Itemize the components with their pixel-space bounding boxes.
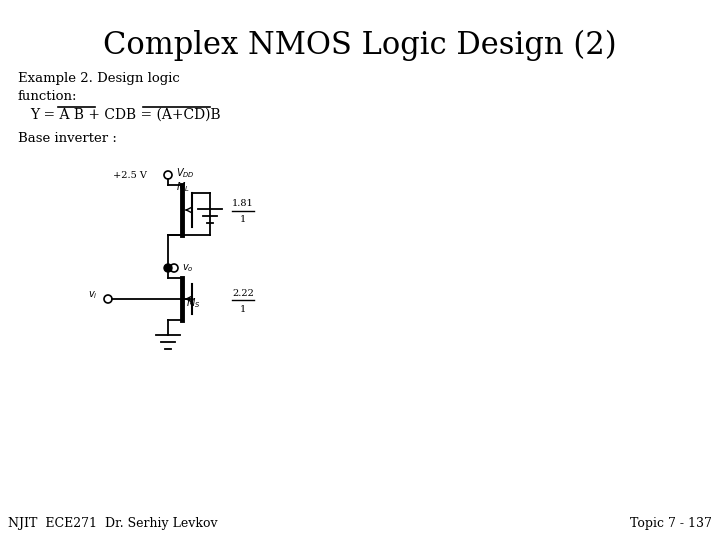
Text: Topic 7 - 137: Topic 7 - 137	[630, 517, 712, 530]
Text: 2.22: 2.22	[232, 288, 254, 298]
Circle shape	[164, 264, 172, 272]
Text: +2.5 V: +2.5 V	[113, 171, 147, 179]
Text: 1.81: 1.81	[232, 199, 253, 208]
Text: $V_{DD}$: $V_{DD}$	[176, 166, 195, 180]
Text: Complex NMOS Logic Design (2): Complex NMOS Logic Design (2)	[103, 30, 617, 61]
Text: $M_S$: $M_S$	[186, 296, 200, 310]
Text: NJIT  ECE271  Dr. Serhiy Levkov: NJIT ECE271 Dr. Serhiy Levkov	[8, 517, 217, 530]
Text: 1: 1	[240, 305, 246, 314]
Text: $v_i$: $v_i$	[89, 289, 98, 301]
Text: Base inverter :: Base inverter :	[18, 132, 117, 145]
Text: $v_o$: $v_o$	[182, 262, 194, 274]
Text: 1: 1	[240, 215, 246, 225]
Text: function:: function:	[18, 90, 78, 103]
Text: Y = A B + CDB = (A+CD)B: Y = A B + CDB = (A+CD)B	[30, 108, 220, 122]
Text: Example 2. Design logic: Example 2. Design logic	[18, 72, 180, 85]
Text: $M_L$: $M_L$	[176, 180, 190, 194]
